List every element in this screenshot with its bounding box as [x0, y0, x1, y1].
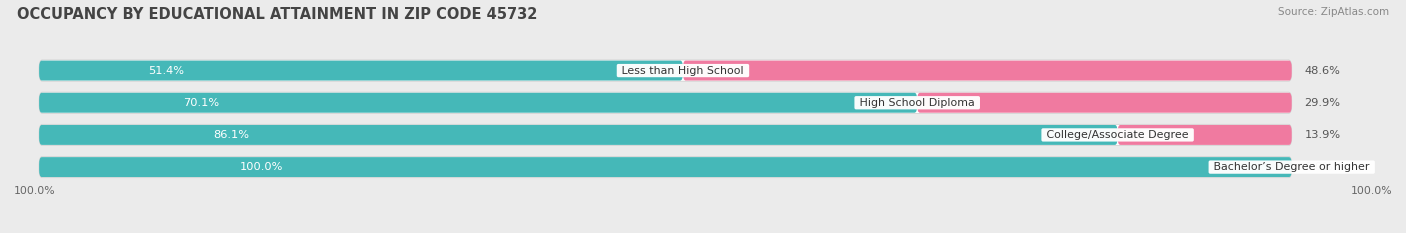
FancyBboxPatch shape	[39, 61, 683, 81]
Text: 0.0%: 0.0%	[1305, 162, 1333, 172]
FancyBboxPatch shape	[39, 125, 1118, 145]
Text: OCCUPANCY BY EDUCATIONAL ATTAINMENT IN ZIP CODE 45732: OCCUPANCY BY EDUCATIONAL ATTAINMENT IN Z…	[17, 7, 537, 22]
Text: 51.4%: 51.4%	[148, 65, 184, 75]
FancyBboxPatch shape	[1118, 125, 1292, 145]
FancyBboxPatch shape	[39, 92, 1292, 113]
Text: Source: ZipAtlas.com: Source: ZipAtlas.com	[1278, 7, 1389, 17]
Text: College/Associate Degree: College/Associate Degree	[1043, 130, 1192, 140]
FancyBboxPatch shape	[917, 93, 1292, 113]
Text: 13.9%: 13.9%	[1305, 130, 1340, 140]
Text: Bachelor’s Degree or higher: Bachelor’s Degree or higher	[1211, 162, 1374, 172]
FancyBboxPatch shape	[683, 61, 1292, 81]
FancyBboxPatch shape	[39, 157, 1292, 178]
Text: 70.1%: 70.1%	[183, 98, 219, 108]
FancyBboxPatch shape	[39, 93, 917, 113]
FancyBboxPatch shape	[39, 157, 1292, 177]
Text: Less than High School: Less than High School	[619, 65, 748, 75]
Text: 100.0%: 100.0%	[1350, 186, 1392, 196]
Text: 100.0%: 100.0%	[14, 186, 56, 196]
Text: 86.1%: 86.1%	[214, 130, 249, 140]
Text: 29.9%: 29.9%	[1305, 98, 1340, 108]
FancyBboxPatch shape	[39, 124, 1292, 146]
Legend: Owner-occupied, Renter-occupied: Owner-occupied, Renter-occupied	[578, 228, 828, 233]
Text: High School Diploma: High School Diploma	[856, 98, 979, 108]
FancyBboxPatch shape	[39, 60, 1292, 81]
Text: 100.0%: 100.0%	[239, 162, 283, 172]
Text: 48.6%: 48.6%	[1305, 65, 1340, 75]
